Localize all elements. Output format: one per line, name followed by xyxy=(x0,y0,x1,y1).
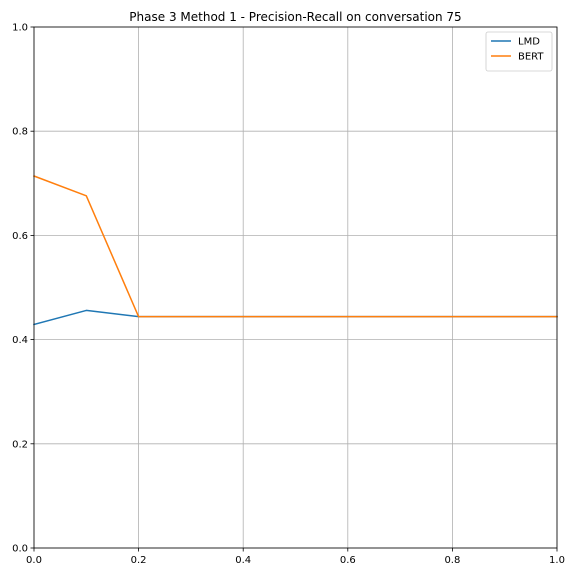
y-tick-label: 1.0 xyxy=(12,23,28,34)
y-tick-label: 0.8 xyxy=(12,127,28,138)
x-tick-label: 0.0 xyxy=(26,555,42,566)
legend-label-lmd: LMD xyxy=(518,37,540,48)
legend-label-bert: BERT xyxy=(518,52,544,63)
series-line-bert xyxy=(33,175,558,318)
x-tick-label: 1.0 xyxy=(549,555,565,566)
x-tick-label: 0.2 xyxy=(131,555,147,566)
plot-frame xyxy=(33,26,558,549)
y-tick-label: 0.6 xyxy=(12,231,28,242)
x-tick-label: 0.6 xyxy=(340,555,356,566)
x-axis-ticks: 0.0 0.2 0.4 0.6 0.8 1.0 xyxy=(26,548,565,566)
y-tick-label: 0.0 xyxy=(12,544,28,555)
y-tick-label: 0.2 xyxy=(12,439,28,450)
y-tick-label: 0.4 xyxy=(12,335,28,346)
grid xyxy=(33,26,558,549)
series-line-lmd xyxy=(33,309,558,326)
x-tick-label: 0.8 xyxy=(444,555,460,566)
x-tick-label: 0.4 xyxy=(235,555,251,566)
y-axis-ticks: 0.0 0.2 0.4 0.6 0.8 1.0 xyxy=(12,23,34,555)
chart-title: Phase 3 Method 1 - Precision-Recall on c… xyxy=(129,10,461,24)
series-lines xyxy=(33,175,558,326)
legend: LMD BERT xyxy=(485,31,553,72)
